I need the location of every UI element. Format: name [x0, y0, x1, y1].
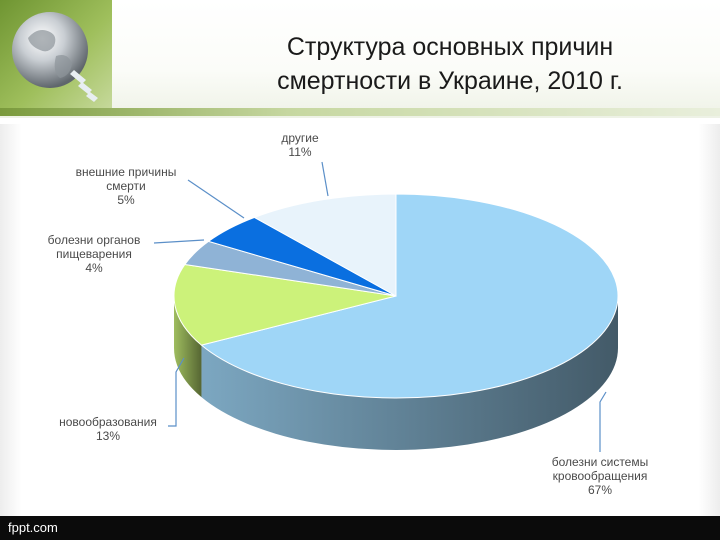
slice-label-2-line-1: пищеварения [56, 247, 132, 261]
title-line-2: смертности в Украине, 2010 г. [277, 67, 623, 95]
header-band [0, 108, 720, 116]
slice-label-0: болезни системы кровообращения 67% [552, 455, 648, 497]
pie-slice-1 [173, 263, 397, 346]
slice-label-1: новообразования 13% [59, 415, 157, 443]
slide-title: Структура основных причин смертности в У… [200, 30, 700, 98]
slide-footer: fppt.com [0, 516, 720, 540]
slice-value-1: 13% [96, 429, 120, 443]
slice-label-3: внешние причины смерти 5% [76, 165, 177, 207]
slice-label-0-line-0: болезни системы [552, 455, 648, 469]
slide-header [0, 0, 720, 118]
slice-label-3-line-1: смерти [106, 179, 146, 193]
slice-label-1-line-0: новообразования [59, 415, 157, 429]
leader-line-3 [187, 179, 245, 219]
leader-line-2 [153, 239, 205, 244]
leader-line-4 [321, 161, 329, 197]
slice-label-2-line-0: болезни органов [48, 233, 141, 247]
pie-labels: болезни системы кровообращения 67% новообра… [48, 131, 649, 497]
pie-tops [173, 193, 619, 399]
leader-line-1 [168, 357, 185, 427]
slice-label-2: болезни органов пищеварения 4% [48, 233, 141, 275]
footer-text: fppt.com [8, 520, 58, 535]
slice-label-4: другие 11% [281, 131, 319, 159]
title-line-1: Структура основных причин [286, 33, 614, 61]
slice-label-3-line-0: внешние причины [76, 165, 177, 179]
logo-panel [0, 0, 112, 116]
globe-logo-icon [12, 12, 98, 102]
slice-label-0-line-1: кровообращения [553, 469, 648, 483]
slice-value-3: 5% [117, 193, 135, 207]
leader-line-0 [599, 391, 607, 452]
pie-slice-0 [200, 193, 619, 399]
pie-side-0 [201, 296, 619, 451]
slice-value-0: 67% [588, 483, 612, 497]
slice-label-4-line-0: другие [281, 131, 319, 145]
slice-value-4: 11% [288, 145, 311, 159]
slice-value-2: 4% [85, 261, 103, 275]
pie-slice-4 [253, 193, 397, 297]
